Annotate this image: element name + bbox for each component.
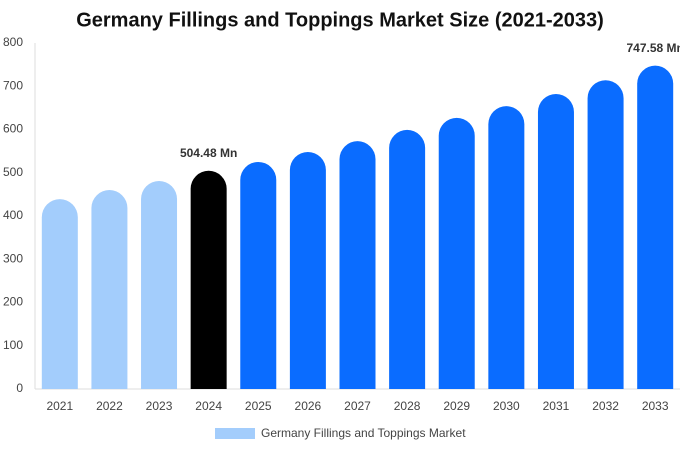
bar — [587, 80, 624, 389]
legend-swatch — [215, 428, 255, 439]
bar — [190, 170, 227, 389]
x-tick-label: 2021 — [46, 399, 73, 413]
x-tick-label: 2026 — [295, 399, 322, 413]
value-label: 747.58 Mn — [627, 41, 680, 55]
bar — [389, 129, 426, 390]
chart-title: Germany Fillings and Toppings Market Siz… — [76, 9, 604, 31]
y-tick-label: 800 — [3, 35, 23, 49]
y-tick-label: 100 — [3, 338, 23, 352]
y-tick-label: 200 — [3, 295, 23, 309]
bar — [141, 180, 178, 389]
bar — [537, 94, 574, 389]
x-tick-label: 2030 — [493, 399, 520, 413]
y-tick-label: 600 — [3, 122, 23, 136]
x-tick-label: 2033 — [642, 399, 669, 413]
bar — [289, 151, 326, 389]
legend-label: Germany Fillings and Toppings Market — [261, 426, 466, 440]
y-tick-label: 700 — [3, 78, 23, 92]
bar — [637, 65, 674, 389]
bar — [488, 106, 525, 389]
x-tick-label: 2029 — [443, 399, 470, 413]
y-tick-label: 400 — [3, 208, 23, 222]
value-label: 504.48 Mn — [180, 146, 237, 160]
x-tick-label: 2027 — [344, 399, 371, 413]
x-tick-label: 2025 — [245, 399, 272, 413]
bar — [41, 199, 78, 389]
bar — [339, 141, 376, 389]
y-tick-label: 500 — [3, 165, 23, 179]
bar — [240, 161, 277, 389]
bar — [91, 190, 128, 389]
x-tick-label: 2032 — [592, 399, 619, 413]
x-tick-label: 2023 — [146, 399, 173, 413]
y-tick-label: 0 — [16, 381, 23, 395]
x-tick-label: 2028 — [394, 399, 421, 413]
bar — [438, 117, 475, 389]
x-tick-label: 2031 — [543, 399, 570, 413]
x-tick-label: 2024 — [195, 399, 222, 413]
x-tick-label: 2022 — [96, 399, 123, 413]
y-tick-label: 300 — [3, 251, 23, 265]
